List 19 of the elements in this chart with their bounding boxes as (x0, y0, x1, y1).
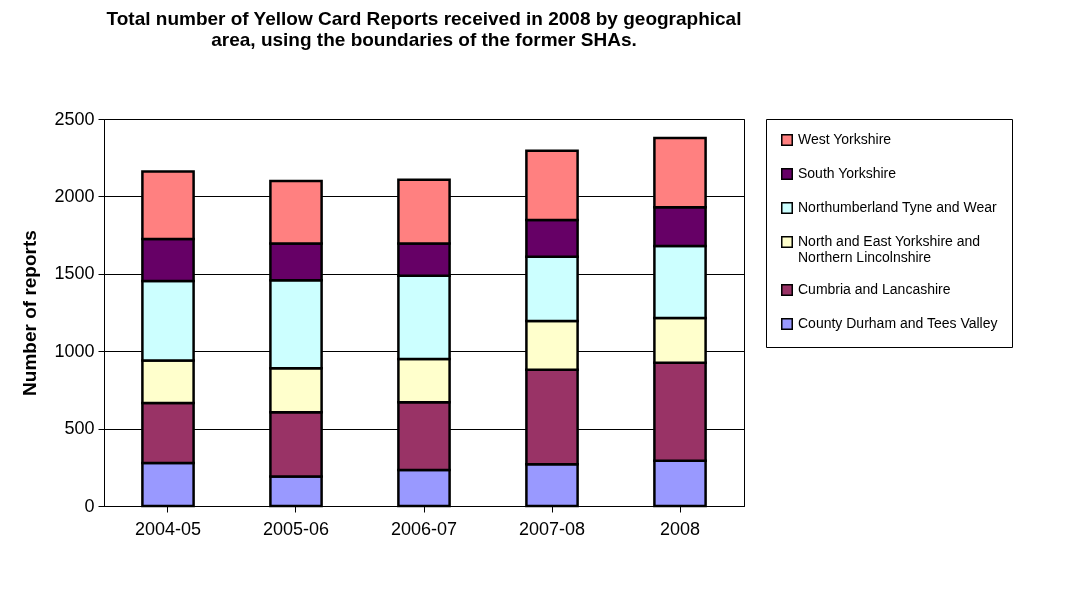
y-tick-label: 500 (64, 418, 95, 439)
y-tick-label: 1000 (54, 340, 95, 361)
x-tick-label: 2005-06 (262, 518, 330, 539)
legend-label: Northumberland Tyne and Wear (798, 199, 998, 215)
legend-label: Cumbria and Lancashire (798, 281, 951, 297)
x-tick-label: 2004-05 (134, 518, 202, 539)
x-tick-label: 2007-08 (518, 518, 586, 539)
y-axis-title: Number of reports (19, 230, 41, 396)
legend-label: West Yorkshire (798, 131, 892, 147)
legend-label: North and East Yorkshire and Northern Lincolnshire (798, 233, 981, 265)
y-tick-label: 2000 (54, 185, 95, 206)
y-tick-label: 1500 (54, 263, 95, 284)
legend-label: South Yorkshire (798, 165, 897, 181)
y-tick-label: 0 (84, 495, 95, 516)
chart-title: Total number of Yellow Card Reports received in 2008 by geographical area, using the boundaries of the former SHAs. (106, 8, 742, 50)
legend-label: County Durham and Tees Valley (798, 315, 998, 331)
y-tick-label: 2500 (54, 108, 95, 129)
x-tick-label: 2008 (659, 518, 701, 539)
x-tick-label: 2006-07 (390, 518, 458, 539)
